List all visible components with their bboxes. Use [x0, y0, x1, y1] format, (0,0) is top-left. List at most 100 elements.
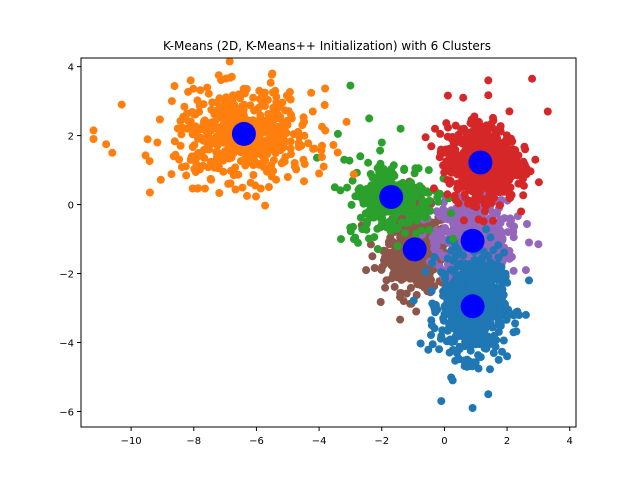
data-point	[430, 244, 439, 253]
data-point	[263, 95, 272, 104]
data-point	[412, 307, 421, 316]
data-point	[441, 285, 449, 294]
data-point	[223, 98, 232, 107]
data-point	[484, 292, 493, 301]
data-point	[218, 109, 227, 118]
data-point	[454, 245, 463, 254]
data-point	[497, 292, 506, 300]
centroids-layer	[231, 121, 493, 319]
data-point	[416, 339, 425, 348]
data-point	[435, 227, 444, 236]
data-point	[362, 266, 371, 275]
data-point	[351, 192, 360, 201]
data-point	[249, 93, 258, 102]
centroid-3	[460, 228, 485, 253]
data-point	[381, 206, 390, 215]
data-point	[318, 122, 327, 131]
data-point	[304, 139, 313, 148]
data-point	[487, 275, 496, 284]
data-point	[390, 282, 399, 291]
data-point	[427, 287, 436, 295]
data-point	[407, 200, 416, 209]
data-point	[206, 174, 215, 183]
data-point	[255, 86, 264, 95]
plot-frame	[80, 57, 577, 428]
data-point	[383, 168, 392, 177]
data-point	[506, 193, 515, 202]
data-point	[366, 170, 375, 178]
data-point	[399, 297, 408, 306]
data-point	[225, 57, 234, 66]
data-point	[261, 201, 270, 210]
data-point	[440, 148, 449, 157]
data-point	[297, 141, 306, 150]
data-point	[310, 144, 319, 153]
data-point	[330, 183, 339, 192]
data-point	[238, 183, 247, 192]
data-point	[387, 178, 396, 187]
data-point	[433, 193, 442, 202]
data-point	[459, 251, 468, 260]
data-point	[234, 90, 243, 99]
data-point	[463, 333, 472, 342]
chart-title: K-Means (2D, K-Means++ Initialization) w…	[163, 39, 491, 53]
data-point	[215, 150, 224, 159]
data-point	[519, 181, 528, 190]
data-point	[224, 116, 233, 125]
data-point	[494, 241, 503, 250]
data-point	[260, 138, 269, 147]
data-point	[445, 176, 454, 185]
data-point	[196, 86, 205, 95]
data-point	[443, 91, 452, 100]
data-point	[329, 141, 338, 149]
data-point	[500, 248, 508, 257]
data-point	[377, 265, 386, 274]
data-point	[189, 109, 198, 118]
data-point	[102, 140, 111, 149]
data-point	[465, 128, 474, 137]
data-point	[447, 209, 456, 218]
data-point	[267, 161, 276, 170]
data-point	[200, 153, 209, 162]
data-point	[491, 342, 500, 351]
centroid-2	[468, 150, 493, 175]
data-point	[277, 121, 286, 130]
data-point	[318, 141, 326, 150]
data-point	[501, 148, 510, 157]
data-point	[294, 127, 303, 136]
data-point	[213, 98, 221, 107]
data-point	[491, 294, 500, 303]
data-point	[387, 258, 396, 266]
data-point	[403, 208, 412, 217]
data-point	[224, 179, 233, 188]
centroid-1	[379, 185, 404, 209]
data-point	[426, 279, 435, 288]
data-point	[428, 259, 437, 268]
data-point	[410, 268, 419, 277]
data-point	[381, 283, 390, 292]
data-point	[393, 208, 402, 217]
data-point	[439, 291, 448, 300]
data-point	[495, 201, 504, 210]
data-point	[192, 153, 201, 162]
data-point	[208, 120, 217, 129]
data-point	[461, 223, 469, 232]
data-point	[499, 336, 508, 345]
data-point	[373, 245, 382, 253]
data-point	[440, 270, 449, 279]
cluster-0-points	[89, 57, 358, 210]
data-point	[376, 146, 385, 155]
data-point	[494, 355, 503, 364]
data-point	[290, 159, 299, 167]
data-point	[459, 327, 468, 336]
data-point	[370, 233, 379, 242]
data-point	[365, 207, 374, 216]
data-point	[496, 310, 505, 318]
data-point	[503, 352, 512, 361]
data-point	[486, 365, 494, 374]
data-point	[484, 390, 493, 399]
x-tick-label: −8	[186, 436, 201, 447]
data-point	[188, 143, 197, 151]
data-point	[428, 340, 437, 349]
